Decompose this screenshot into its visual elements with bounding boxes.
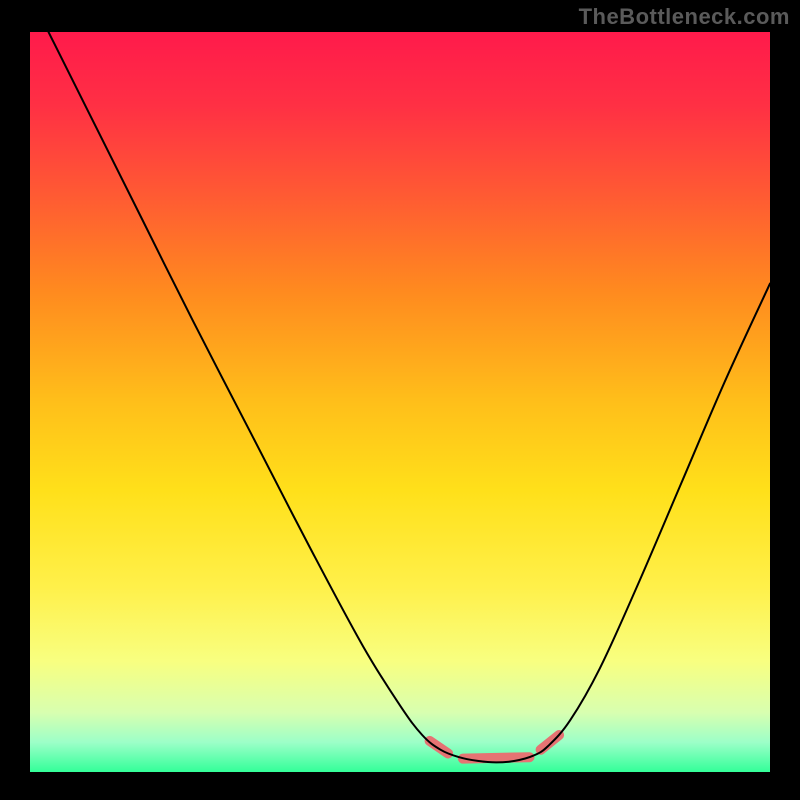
gradient-background: [30, 32, 770, 772]
plot-svg: [30, 32, 770, 772]
chart-frame: TheBottleneck.com: [0, 0, 800, 800]
watermark-text: TheBottleneck.com: [579, 4, 790, 30]
highlight-segment-1: [463, 757, 530, 758]
